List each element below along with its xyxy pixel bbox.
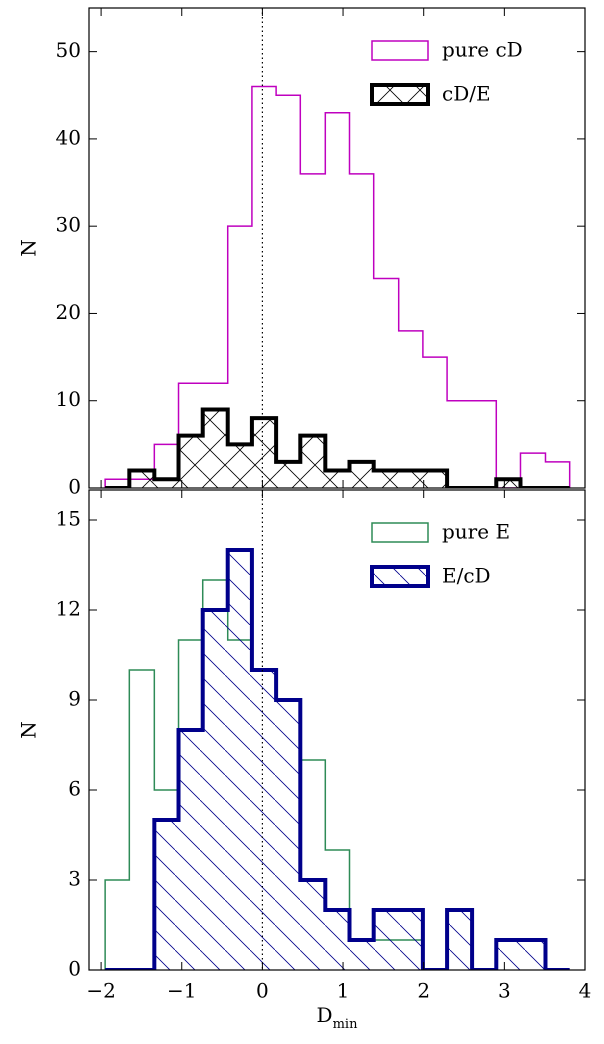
histogram-bin xyxy=(447,910,473,970)
y-tick-label: 9 xyxy=(68,687,81,711)
histogram-bin xyxy=(276,461,301,488)
y-axis-label: N xyxy=(17,239,41,257)
histogram-outline xyxy=(104,579,570,970)
histogram-bin xyxy=(300,435,326,488)
histogram-bin xyxy=(227,444,252,488)
histogram-bin xyxy=(202,409,228,488)
histogram-bin xyxy=(349,461,374,488)
y-tick-label: 20 xyxy=(56,300,81,324)
histogram-bin xyxy=(399,331,423,488)
histogram-bin xyxy=(373,470,399,488)
x-tick-label: 0 xyxy=(256,979,269,1003)
plot-area xyxy=(104,548,570,970)
histogram-bin xyxy=(129,470,155,488)
histogram-bin xyxy=(423,357,447,488)
x-tick-label: 2 xyxy=(417,979,430,1003)
histogram-bin xyxy=(154,479,179,488)
histogram-bin xyxy=(349,940,374,970)
y-tick-label: 10 xyxy=(56,387,81,411)
y-tick-label: 15 xyxy=(56,507,81,531)
histogram-bin xyxy=(350,174,374,488)
histogram-bin xyxy=(154,820,179,970)
histogram-bin xyxy=(373,910,399,970)
histogram-bin xyxy=(325,910,350,970)
legend-swatch xyxy=(371,522,429,543)
x-tick-label: 1 xyxy=(337,979,350,1003)
y-tick-label: 6 xyxy=(68,777,81,801)
histogram-outline xyxy=(105,407,570,488)
histogram-bin xyxy=(325,113,349,488)
legend-swatch xyxy=(371,40,429,61)
histogram-bin xyxy=(251,670,277,970)
x-axis-label: Dmin xyxy=(317,1003,359,1032)
histogram-bin xyxy=(520,940,546,970)
y-tick-label: 30 xyxy=(56,213,81,237)
axes-frame xyxy=(88,7,586,489)
histogram-bin xyxy=(325,470,350,488)
histogram-bin xyxy=(178,435,203,488)
x-tick-label: −1 xyxy=(167,979,196,1003)
histogram-bin xyxy=(227,550,252,970)
histogram-bin xyxy=(178,730,203,970)
legend-swatch xyxy=(370,83,430,106)
histogram-bin xyxy=(300,880,326,970)
histogram-bin xyxy=(422,470,448,488)
y-tick-label: 12 xyxy=(56,597,81,621)
y-tick-label: 0 xyxy=(68,957,81,981)
histogram-bin xyxy=(447,401,472,488)
histogram-bin xyxy=(276,700,301,970)
histogram-bin xyxy=(398,470,423,488)
histogram-bin xyxy=(251,418,277,488)
histogram-bin xyxy=(520,453,545,488)
histogram-bin xyxy=(496,479,521,488)
plot-area xyxy=(104,85,571,488)
histogram-bin xyxy=(545,462,569,488)
histogram-bin xyxy=(496,940,521,970)
histogram-bin xyxy=(129,670,154,970)
histogram-bin xyxy=(374,279,399,488)
histogram-bin xyxy=(472,401,496,488)
legend-label: E/cD xyxy=(442,564,491,588)
histogram-bin xyxy=(276,95,300,488)
axes-frame xyxy=(88,489,586,971)
y-tick-label: 40 xyxy=(56,125,81,149)
x-tick-label: 4 xyxy=(579,979,592,1003)
x-axis-label-main: D xyxy=(317,1003,333,1027)
histogram-bin xyxy=(105,880,129,970)
legend-label: pure E xyxy=(442,520,510,544)
x-tick-label: −2 xyxy=(86,979,115,1003)
histogram-bin xyxy=(398,910,423,970)
y-tick-label: 0 xyxy=(68,475,81,499)
y-tick-label: 3 xyxy=(68,867,81,891)
legend-label: cD/E xyxy=(442,82,491,106)
legend-swatch xyxy=(370,565,430,588)
y-tick-label: 50 xyxy=(56,38,81,62)
y-axis-label: N xyxy=(17,721,41,739)
x-axis-label-sub: min xyxy=(333,1017,358,1032)
legend-label: pure cD xyxy=(442,38,523,62)
histogram-bin xyxy=(202,610,228,970)
x-tick-label: 3 xyxy=(498,979,511,1003)
histogram-outline xyxy=(104,85,571,488)
histogram-outline xyxy=(105,548,570,970)
